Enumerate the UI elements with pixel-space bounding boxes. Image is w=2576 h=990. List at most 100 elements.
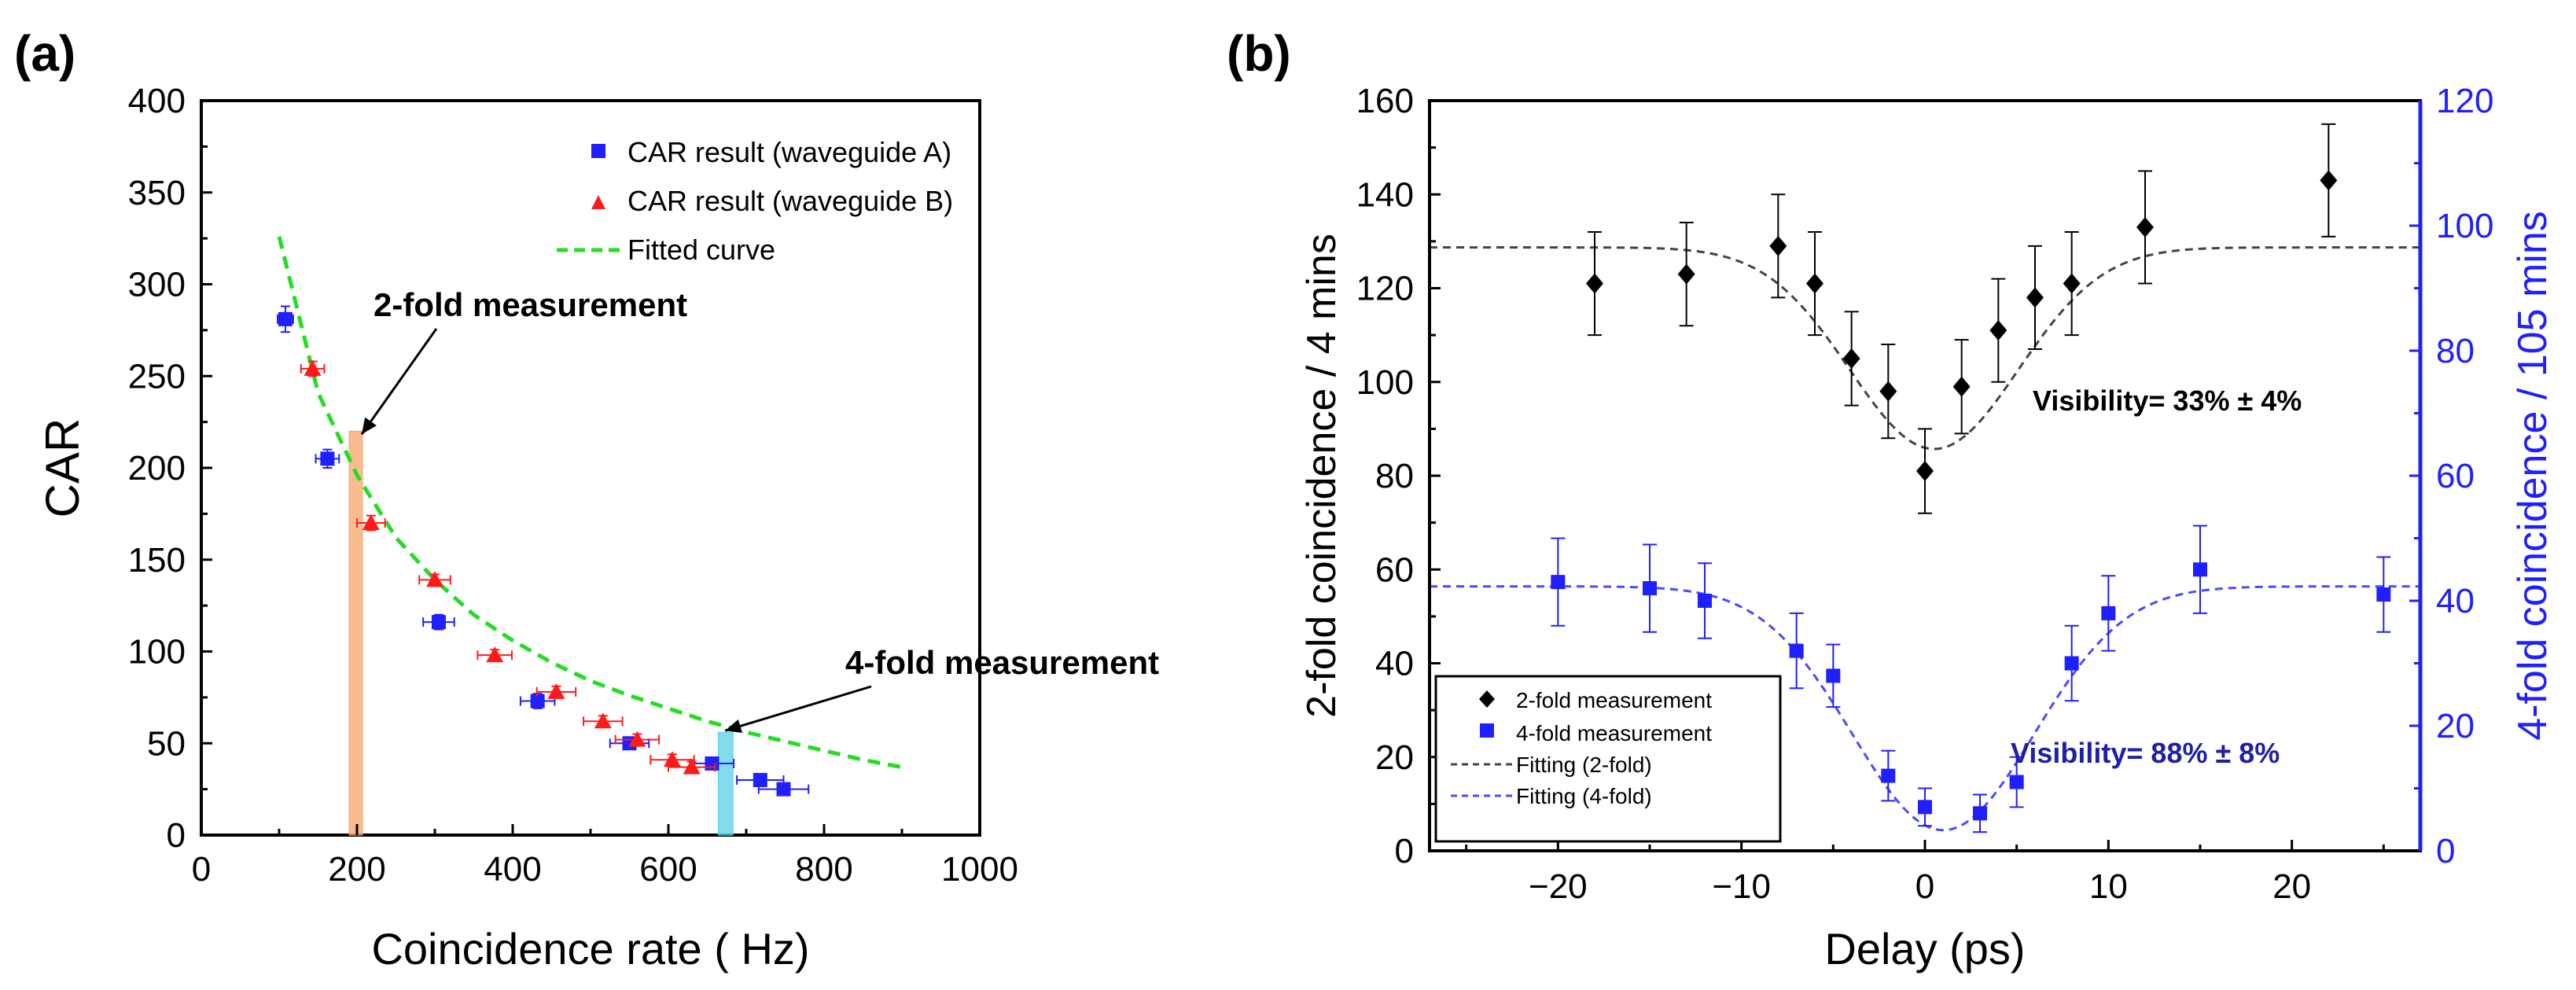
annotation-arrowhead-2 (725, 719, 743, 734)
panel-b-left-y-tick-label: 0 (1395, 832, 1414, 870)
data-point-waveguide-b (594, 712, 612, 729)
data-point-4-fold (2064, 656, 2079, 671)
panel-b-x-tick-label: −20 (1529, 867, 1588, 906)
data-point-4-fold (2101, 605, 2116, 620)
panel-a-label: (a) (14, 25, 75, 82)
highlight-band-1 (348, 430, 363, 836)
legend-marker-waveguide-b (591, 195, 605, 209)
data-point-waveguide-a (705, 756, 719, 771)
legend-marker-waveguide-a (591, 144, 605, 158)
panel-b-left-y-tick-label: 160 (1356, 82, 1414, 120)
data-point-2-fold (2320, 170, 2338, 191)
panel-b: (b) −20 −10 0 10 20 0 20 40 60 80 100 120 140 160 0 20 4… (1227, 25, 2556, 973)
panel-a-fitted-curve (277, 236, 903, 770)
panel-a-y-tick-label: 200 (128, 449, 186, 488)
panel-a-legend: CAR result (waveguide A) CAR result (wav… (557, 136, 953, 266)
annotation-arrow-2 (724, 685, 872, 732)
data-point-waveguide-b (362, 514, 380, 531)
panel-b-left-y-tick-label: 20 (1375, 738, 1414, 777)
panel-b-x-tick-label: 10 (2089, 867, 2128, 906)
panel-b-right-y-axis-label: 4-fold coincidence / 105 mins (2510, 211, 2556, 741)
panel-b-label: (b) (1227, 25, 1291, 82)
data-point-waveguide-a (530, 694, 545, 708)
panel-a-x-tick-label: 800 (795, 850, 852, 889)
panel-b-legend-box (1434, 675, 1782, 843)
highlight-band-2 (717, 731, 734, 836)
panel-b-right-y-tick-label: 60 (2436, 457, 2475, 495)
panel-b-right-y-tick-label: 80 (2436, 332, 2475, 370)
data-point-2-fold (1769, 235, 1787, 256)
data-point-2-fold (2063, 273, 2081, 294)
data-point-waveguide-b (426, 571, 443, 587)
data-point-4-fold (1789, 643, 1804, 658)
legend-label-waveguide-b: CAR result (waveguide B) (627, 185, 953, 217)
panel-a-y-tick-label: 300 (128, 266, 186, 304)
data-point-2-fold (1586, 273, 1603, 294)
panel-b-left-y-tick-label: 120 (1356, 270, 1414, 308)
panel-a-annotations: 2-fold measurement 4-fold measurement (360, 286, 1159, 734)
legend-label-4-fold: 4-fold measurement (1516, 721, 1712, 745)
annotation-arrowhead-1 (362, 417, 377, 435)
panel-b-left-y-tick-label: 40 (1375, 645, 1414, 683)
legend-label-waveguide-a: CAR result (waveguide A) (627, 136, 951, 168)
panel-b-right-y-tick-label: 0 (2436, 832, 2455, 870)
data-point-2-fold (1842, 348, 1860, 369)
panel-a-x-tick-label: 400 (484, 850, 541, 889)
data-point-waveguide-a (753, 772, 767, 787)
panel-a-x-tick-label: 600 (639, 850, 697, 889)
fitted-curve-line (277, 236, 903, 770)
panel-a: (a) 0 200 400 600 800 1000 0 50 100 150 200 250 300 3… (14, 25, 1159, 973)
panel-a-y-tick-label: 0 (167, 816, 186, 855)
fit-curve-2-fold (1430, 246, 2420, 451)
panel-b-x-tick-label: 0 (1915, 867, 1934, 906)
data-point-4-fold (2009, 775, 2024, 789)
data-point-2-fold (1989, 320, 2007, 341)
panel-a-x-axis-label: Coincidence rate ( Hz) (371, 924, 809, 973)
panel-a-points (277, 305, 810, 797)
data-point-4-fold (1881, 768, 1896, 783)
data-point-4-fold (1643, 581, 1657, 596)
data-point-2-fold (2136, 216, 2154, 237)
data-point-waveguide-b (486, 646, 504, 663)
panel-b-right-y-tick-label: 40 (2436, 582, 2475, 620)
panel-b-left-y-tick-label: 80 (1375, 457, 1414, 495)
panel-b-x-axis-label: Delay (ps) (1824, 924, 2025, 973)
panel-a-y-tick-label: 400 (128, 82, 186, 120)
data-point-waveguide-b (547, 683, 565, 699)
panel-b-left-y-axis-label: 2-fold coincidence / 4 mins (1299, 234, 1345, 718)
data-point-waveguide-a (776, 782, 791, 797)
data-point-4-fold (1698, 594, 1712, 608)
panel-b-axes: −20 −10 0 10 20 0 20 40 60 80 100 120 140 160 0 20 40 60 8… (1356, 82, 2494, 906)
panel-b-points (1551, 123, 2391, 834)
panel-b-right-y-tick-label: 20 (2436, 707, 2475, 745)
panel-a-x-tick-label: 200 (328, 850, 385, 889)
panel-a-axes: 0 200 400 600 800 1000 0 50 100 150 200 250 300 350 40… (128, 82, 1018, 889)
panel-a-x-tick-label: 1000 (941, 850, 1018, 889)
panel-a-y-tick-label: 50 (147, 724, 186, 763)
data-point-2-fold (1677, 263, 1695, 285)
data-point-2-fold (2026, 287, 2044, 308)
annotation-2-fold: 2-fold measurement (374, 286, 687, 323)
legend-label-fitting-2-fold: Fitting (2-fold) (1516, 753, 1652, 777)
legend-label-2-fold: 2-fold measurement (1516, 688, 1712, 712)
legend-label-fitting-4-fold: Fitting (4-fold) (1516, 784, 1652, 808)
panel-b-legend: 2-fold measurement 4-fold measurement Fi… (1434, 675, 1782, 843)
legend-label-fitted-curve: Fitted curve (627, 234, 775, 266)
data-point-2-fold (1806, 273, 1823, 294)
visibility-4-fold: Visibility= 88% ± 8% (2011, 737, 2280, 769)
panel-a-y-axis-label: CAR (36, 418, 89, 518)
data-point-4-fold (1826, 668, 1841, 683)
data-point-waveguide-a (278, 311, 293, 326)
data-point-waveguide-a (431, 615, 446, 630)
legend-marker-4-fold (1480, 723, 1494, 738)
panel-b-right-y-tick-label: 120 (2436, 82, 2493, 120)
annotation-arrow-1 (360, 328, 438, 436)
panel-a-y-tick-label: 150 (128, 541, 186, 580)
visibility-2-fold: Visibility= 33% ± 4% (2033, 385, 2302, 417)
data-point-waveguide-b (628, 731, 646, 747)
data-point-2-fold (1952, 376, 1971, 397)
data-point-4-fold (1973, 806, 1987, 821)
data-point-4-fold (1551, 575, 1566, 590)
data-point-waveguide-a (320, 451, 335, 466)
